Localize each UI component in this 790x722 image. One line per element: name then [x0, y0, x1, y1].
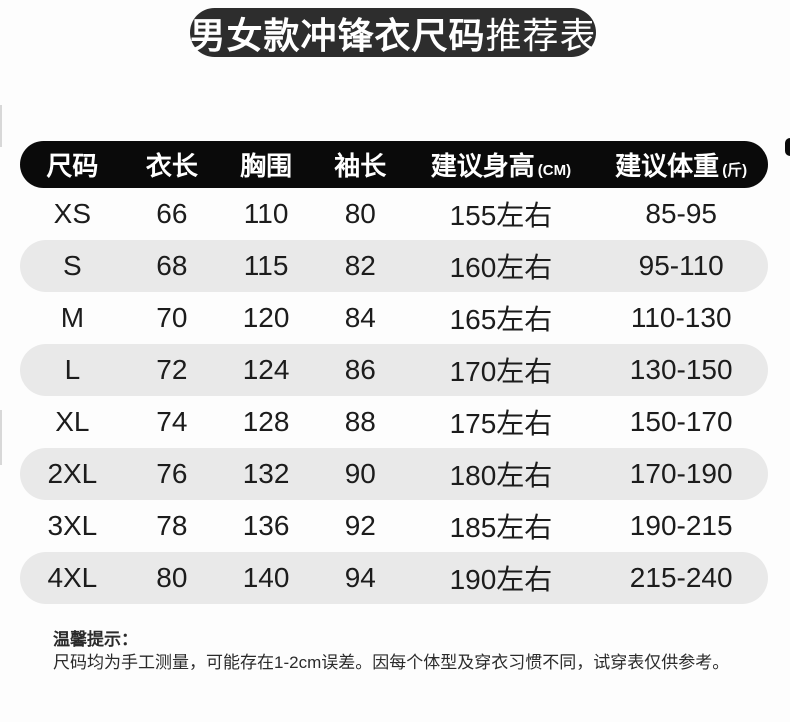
table-row-m: M 70 120 84 165左右 110-130 [20, 292, 768, 344]
cell-suggested-weight: 130-150 [629, 354, 733, 385]
cell-chest: 128 [242, 406, 290, 437]
cell-sleeve-length: 82 [344, 250, 376, 281]
cell-chest: 110 [243, 198, 289, 229]
size-table-header-row: 尺码 衣长 胸围 袖长 建议身高 (CM) 建议体重 (斤) [20, 141, 768, 188]
cell-garment-length: 68 [156, 250, 188, 281]
cell-sleeve-length: 90 [344, 458, 376, 489]
header-sleeve-length: 袖长 [334, 151, 387, 181]
cell-sleeve-length: 84 [344, 302, 376, 333]
page-title-emphasis: 男女款冲锋衣尺码 [189, 14, 486, 56]
left-edge-artifact [0, 105, 2, 147]
header-suggested-height-unit: (CM) [537, 162, 572, 179]
table-row-4xl: 4XL 80 140 94 190左右 215-240 [20, 552, 768, 604]
cell-suggested-height: 185左右 [449, 512, 553, 543]
cell-sleeve-length: 80 [344, 198, 376, 229]
cell-garment-length: 78 [156, 510, 188, 541]
cell-size: S [63, 250, 82, 281]
cell-chest: 132 [242, 458, 290, 489]
cell-sleeve-length: 92 [344, 510, 376, 541]
cell-sleeve-length: 94 [344, 562, 376, 593]
table-row-3xl: 3XL 78 136 92 185左右 190-215 [20, 500, 768, 552]
cell-chest: 136 [242, 510, 290, 541]
cell-garment-length: 72 [156, 354, 188, 385]
page-title-suffix: 推荐表 [485, 14, 597, 56]
cell-suggested-weight: 110-130 [630, 302, 732, 333]
table-row-2xl: 2XL 76 132 90 180左右 170-190 [20, 448, 768, 500]
header-suggested-height-label: 建议身高 [430, 151, 535, 181]
cell-size: XS [53, 198, 92, 229]
cell-suggested-height: 170左右 [449, 356, 553, 387]
cell-chest: 124 [242, 354, 290, 385]
header-chest: 胸围 [240, 151, 293, 181]
footer-note: 温馨提示： 尺码均为手工测量，可能存在1-2cm误差。因每个体型及穿衣习惯不同，… [53, 628, 729, 674]
table-row-s: S 68 115 82 160左右 95-110 [20, 240, 768, 292]
cell-suggested-height: 160左右 [449, 252, 553, 283]
cell-suggested-weight: 85-95 [645, 198, 717, 229]
cell-chest: 140 [242, 562, 290, 593]
header-suggested-weight-unit: (斤) [722, 162, 748, 179]
cell-size: 3XL [47, 510, 98, 541]
size-table: 尺码 衣长 胸围 袖长 建议身高 (CM) 建议体重 (斤) XS 66 110 8… [20, 141, 768, 604]
cell-garment-length: 66 [156, 198, 188, 229]
adjacent-image-edge-artifact [785, 138, 790, 156]
cell-garment-length: 74 [156, 406, 188, 437]
table-row-xl: XL 74 128 88 175左右 150-170 [20, 396, 768, 448]
cell-suggested-weight: 215-240 [629, 562, 733, 593]
header-suggested-weight-label: 建议体重 [615, 151, 720, 181]
cell-suggested-height: 165左右 [449, 304, 553, 335]
cell-size: XL [55, 406, 90, 437]
footer-note-title: 温馨提示： [53, 630, 138, 649]
cell-suggested-weight: 95-110 [638, 250, 724, 281]
cell-suggested-weight: 170-190 [629, 458, 733, 489]
cell-suggested-height: 175左右 [449, 408, 553, 439]
cell-size: 2XL [47, 458, 98, 489]
cell-suggested-height: 190左右 [449, 564, 553, 595]
footer-note-body: 尺码均为手工测量，可能存在1-2cm误差。因每个体型及穿衣习惯不同，试穿表仅供参… [53, 653, 730, 672]
table-row-xs: XS 66 110 80 155左右 85-95 [20, 188, 768, 240]
cell-sleeve-length: 86 [344, 354, 376, 385]
table-row-l: L 72 124 86 170左右 130-150 [20, 344, 768, 396]
cell-chest: 120 [242, 302, 290, 333]
header-size: 尺码 [46, 151, 99, 181]
page-title: 男女款冲锋衣尺码 推荐表 [189, 8, 597, 57]
header-suggested-weight: 建议体重 (斤) [594, 146, 768, 183]
cell-suggested-weight: 190-215 [629, 510, 733, 541]
cell-garment-length: 80 [156, 562, 188, 593]
cell-garment-length: 70 [156, 302, 188, 333]
header-garment-length: 衣长 [145, 151, 198, 181]
cell-suggested-height: 180左右 [449, 460, 553, 491]
cell-suggested-height: 155左右 [449, 200, 553, 231]
cell-size: L [64, 354, 81, 385]
cell-size: M [60, 302, 85, 333]
cell-suggested-weight: 150-170 [629, 406, 733, 437]
cell-garment-length: 76 [156, 458, 188, 489]
cell-sleeve-length: 88 [344, 406, 376, 437]
cell-chest: 115 [243, 250, 289, 281]
cell-size: 4XL [47, 562, 98, 593]
header-suggested-height: 建议身高 (CM) [407, 146, 594, 183]
left-edge-artifact [0, 410, 2, 465]
